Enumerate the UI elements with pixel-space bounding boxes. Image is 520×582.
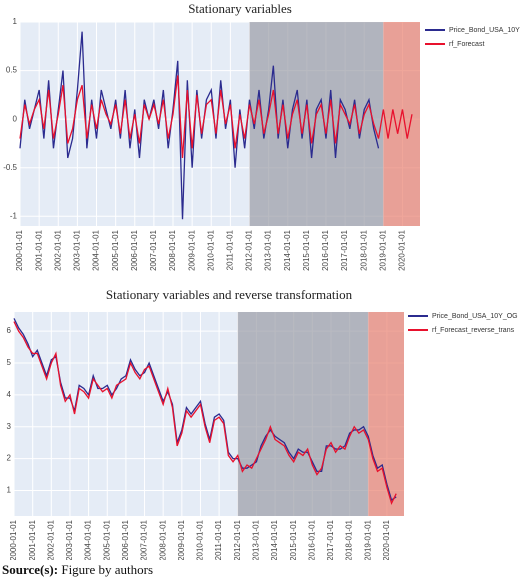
x-tick-label: 2011-01-01	[214, 519, 223, 560]
x-tick-label: 2008-01-01	[158, 519, 167, 560]
x-tick-label: 2005-01-01	[102, 519, 111, 560]
y-tick-label: 2	[7, 454, 12, 463]
x-tick-label: 2011-01-01	[225, 229, 234, 270]
x-tick-label: 2009-01-01	[177, 519, 186, 560]
x-tick-label: 2004-01-01	[92, 229, 101, 270]
x-tick-label: 2015-01-01	[302, 229, 311, 270]
x-tick-label: 2002-01-01	[46, 519, 55, 560]
y-tick-label: -0.5	[3, 163, 17, 172]
y-tick-label: 6	[7, 326, 12, 335]
legend-label: Price_Bond_USA_10Y	[449, 27, 520, 34]
source: Source(s): Figure by authors	[2, 562, 153, 578]
x-tick-label: 2009-01-01	[187, 229, 196, 270]
x-tick-label: 2019-01-01	[363, 519, 372, 560]
x-tick-label: 2005-01-01	[111, 229, 120, 270]
x-tick-label: 2014-01-01	[283, 229, 292, 270]
x-tick-label: 2006-01-01	[121, 519, 130, 560]
y-tick-label: 3	[7, 422, 12, 431]
x-tick-label: 2013-01-01	[264, 229, 273, 270]
x-tick-label: 2003-01-01	[65, 519, 74, 560]
y-tick-label: -1	[10, 211, 18, 220]
x-tick-label: 2015-01-01	[289, 519, 298, 560]
x-tick-label: 2000-01-01	[15, 229, 24, 270]
y-tick-label: 1	[7, 486, 12, 495]
x-tick-label: 2001-01-01	[34, 229, 43, 270]
chart-title: Stationary variables	[188, 1, 292, 16]
x-tick-label: 2010-01-01	[196, 519, 205, 560]
x-tick-label: 2016-01-01	[321, 229, 330, 270]
x-tick-label: 2001-01-01	[28, 519, 37, 560]
shaded-region	[249, 22, 384, 226]
x-tick-label: 2018-01-01	[345, 519, 354, 560]
legend-label: rf_Forecast_reverse_trans	[432, 327, 515, 334]
y-tick-label: 4	[7, 390, 12, 399]
legend-label: rf_Forecast	[449, 41, 484, 48]
x-tick-label: 2003-01-01	[72, 229, 81, 270]
chart-title: Stationary variables and reverse transfo…	[106, 287, 353, 302]
x-tick-label: 2012-01-01	[245, 229, 254, 270]
x-tick-label: 2020-01-01	[382, 519, 391, 560]
x-tick-label: 2018-01-01	[359, 229, 368, 270]
x-tick-label: 2010-01-01	[206, 229, 215, 270]
y-tick-label: 0	[13, 114, 18, 123]
x-tick-label: 2017-01-01	[340, 229, 349, 270]
y-tick-label: 1	[13, 17, 18, 26]
data-line	[13, 321, 397, 506]
x-tick-label: 2007-01-01	[149, 229, 158, 270]
source-label: Source(s):	[2, 562, 59, 577]
x-tick-label: 2014-01-01	[270, 519, 279, 560]
x-tick-label: 2012-01-01	[233, 519, 242, 560]
x-tick-label: 2004-01-01	[84, 519, 93, 560]
legend-label: Price_Bond_USA_10Y_OG	[432, 313, 518, 320]
y-tick-label: 0.5	[6, 66, 18, 75]
x-tick-label: 2007-01-01	[140, 519, 149, 560]
shaded-region	[383, 22, 420, 226]
data-line	[19, 75, 413, 159]
x-tick-label: 2000-01-01	[9, 519, 18, 560]
x-tick-label: 2008-01-01	[168, 229, 177, 270]
x-tick-label: 2016-01-01	[307, 519, 316, 560]
y-tick-label: 5	[7, 358, 12, 367]
x-tick-label: 2006-01-01	[130, 229, 139, 270]
x-tick-label: 2013-01-01	[252, 519, 261, 560]
x-tick-label: 2017-01-01	[326, 519, 335, 560]
figure: Stationary variables -1 -0.5 0 0.5 1 2000-01-0…	[3, 1, 520, 561]
x-tick-label: 2020-01-01	[398, 229, 407, 270]
shaded-region	[237, 312, 369, 516]
x-tick-label: 2002-01-01	[53, 229, 62, 270]
x-tick-label: 2019-01-01	[378, 229, 387, 270]
source-text: Figure by authors	[61, 562, 154, 577]
